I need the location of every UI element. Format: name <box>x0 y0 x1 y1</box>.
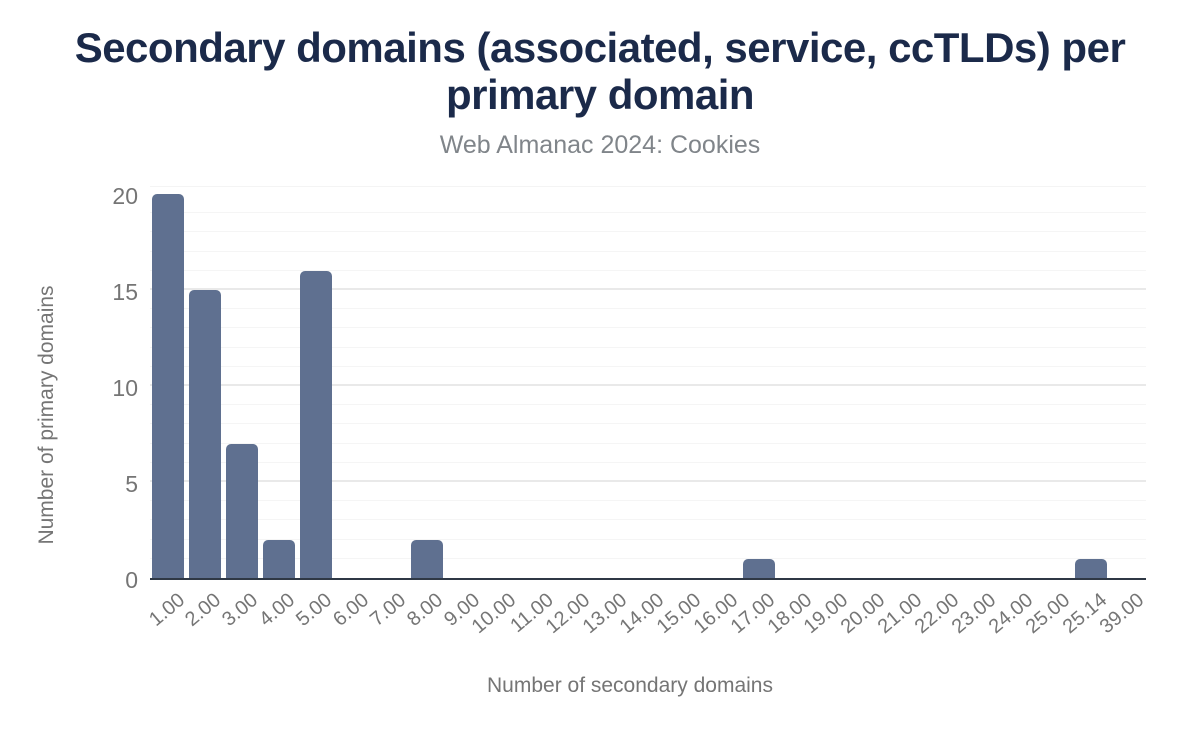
y-tick-label: 0 <box>125 567 138 593</box>
chart-subtitle: Web Almanac 2024: Cookies <box>439 131 761 159</box>
gridline-minor <box>150 500 1146 502</box>
x-tick-label: 3.00 <box>218 589 263 631</box>
y-tick-label: 5 <box>125 471 138 497</box>
bar-slot <box>925 194 962 578</box>
bar-slot <box>224 194 261 578</box>
x-tick-slot: 7.00 <box>366 584 410 658</box>
bar-slot <box>962 194 999 578</box>
x-tick-slot: 8.00 <box>403 584 447 658</box>
bar-slot <box>150 194 187 578</box>
bar-slot <box>814 194 851 578</box>
bar-slot <box>261 194 298 578</box>
bar-slot <box>187 194 224 578</box>
x-tick-label: 4.00 <box>255 589 300 631</box>
gridline-minor <box>150 365 1146 367</box>
bar-slot <box>482 194 519 578</box>
bar-slot <box>371 194 408 578</box>
x-tick-slot: 5.00 <box>292 584 336 658</box>
bar-slot <box>851 194 888 578</box>
bar-slot <box>408 194 445 578</box>
bar-slot <box>334 194 371 578</box>
y-axis-tick-labels: 0 5 10 15 20 <box>0 183 138 592</box>
x-axis-tick-labels: 1.00 2.00 3.00 4.00 5.00 6.00 7.00 8.00 9.00 10.0… <box>145 584 1148 658</box>
bar <box>300 270 332 578</box>
gridline-minor <box>150 250 1146 252</box>
bar-slot <box>519 194 556 578</box>
x-tick-label: 8.00 <box>402 589 447 631</box>
x-tick-slot: 2.00 <box>182 584 226 658</box>
gridline-minor <box>150 308 1146 310</box>
x-axis-title: Number of secondary domains <box>487 674 773 697</box>
bar-slot <box>740 194 777 578</box>
y-tick-label: 20 <box>112 183 138 209</box>
bar-slot <box>1035 194 1072 578</box>
gridline-minor <box>150 461 1146 463</box>
x-tick-label: 1.00 <box>144 589 189 631</box>
x-tick-slot: 3.00 <box>218 584 262 658</box>
gridline-major <box>150 288 1146 290</box>
x-tick-slot: 39.00 <box>1095 584 1147 658</box>
x-tick-slot: 4.00 <box>255 584 299 658</box>
gridline-minor <box>150 519 1146 521</box>
bar-slot <box>666 194 703 578</box>
bar-slot <box>593 194 630 578</box>
bar <box>152 194 185 578</box>
y-tick-label: 15 <box>112 279 138 305</box>
bar <box>742 558 775 578</box>
x-tick-slot: 6.00 <box>329 584 373 658</box>
bar-slot <box>777 194 814 578</box>
gridline-minor <box>150 346 1146 348</box>
gridline-major <box>150 480 1146 482</box>
gridline-minor <box>150 423 1146 425</box>
bar <box>189 290 222 578</box>
gridline-minor <box>150 212 1146 214</box>
bar-slot <box>1072 194 1109 578</box>
bar-series <box>150 194 1146 578</box>
bar <box>263 539 296 578</box>
x-tick-label: 5.00 <box>292 589 337 631</box>
bar <box>226 443 259 578</box>
bar <box>410 539 443 578</box>
gridline-minor <box>150 327 1146 329</box>
gridline-minor <box>150 557 1146 559</box>
gridline-major <box>150 384 1146 386</box>
bar-slot <box>445 194 482 578</box>
bar-slot <box>1109 194 1146 578</box>
bar-slot <box>703 194 740 578</box>
x-tick-label: 7.00 <box>365 589 410 631</box>
x-tick-label: 2.00 <box>181 589 226 631</box>
gridline-minor <box>150 538 1146 540</box>
bar-slot <box>298 194 335 578</box>
gridline-minor <box>150 231 1146 233</box>
gridline-minor <box>150 404 1146 406</box>
gridline-minor <box>150 442 1146 444</box>
bar-slot <box>888 194 925 578</box>
plot-area <box>150 186 1146 580</box>
bar <box>1074 558 1107 578</box>
x-tick-label: 6.00 <box>329 589 374 631</box>
gridline-minor <box>150 269 1146 271</box>
bar-slot <box>556 194 593 578</box>
y-tick-label: 10 <box>112 375 138 401</box>
bar-slot <box>630 194 667 578</box>
bar-slot <box>998 194 1035 578</box>
chart-title-text: Secondary domains (associated, service, … <box>74 24 1126 119</box>
x-tick-slot: 1.00 <box>145 584 189 658</box>
chart-title: Secondary domains (associated, service, … <box>40 24 1160 118</box>
